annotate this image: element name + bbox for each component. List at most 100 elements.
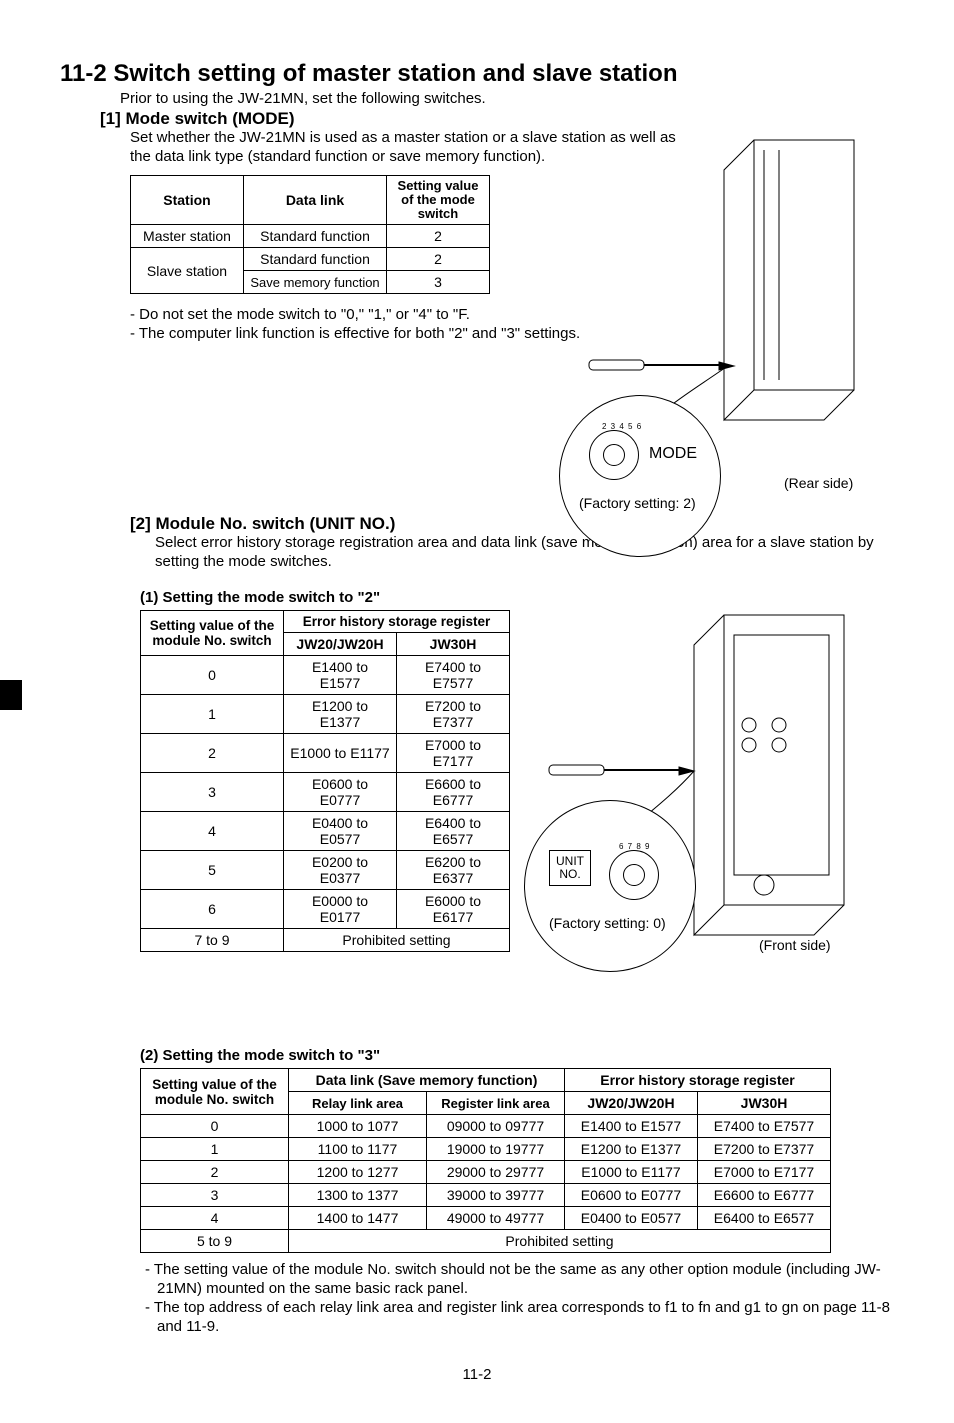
t2-r3c2: E6600 to E6777 bbox=[397, 773, 510, 812]
t3-r3c0: 3 bbox=[141, 1184, 289, 1207]
t1-h1: Station bbox=[131, 175, 244, 225]
t3-r2c2: 29000 to 29777 bbox=[427, 1161, 565, 1184]
t3-h1b: module No. switch bbox=[155, 1092, 274, 1107]
t3-r2c4: E7000 to E7177 bbox=[698, 1161, 831, 1184]
t2-r6c0: 6 bbox=[141, 890, 284, 929]
page-side-tab bbox=[0, 680, 22, 710]
t2-h3: JW30H bbox=[397, 633, 510, 656]
t3-r4c3: E0400 to E0577 bbox=[565, 1207, 698, 1230]
t1-r2c2: 3 bbox=[387, 271, 490, 294]
mode-switch-table: Station Data link Setting value of the m… bbox=[130, 175, 490, 295]
t3-r4c0: 4 bbox=[141, 1207, 289, 1230]
front-side-label: (Front side) bbox=[759, 937, 831, 953]
foot-note-1: - The setting value of the module No. sw… bbox=[145, 1261, 894, 1299]
t2-r1c1: E1200 to E1377 bbox=[284, 695, 397, 734]
front-device-svg bbox=[534, 605, 894, 965]
t3-r4c1: 1400 to 1477 bbox=[289, 1207, 427, 1230]
t3-r3c4: E6600 to E6777 bbox=[698, 1184, 831, 1207]
t3-r3c3: E0600 to E0777 bbox=[565, 1184, 698, 1207]
unit-dial-inner bbox=[623, 864, 645, 886]
t3-r0c0: 0 bbox=[141, 1115, 289, 1138]
t3-r1c3: E1200 to E1377 bbox=[565, 1138, 698, 1161]
t1-r1c1: Standard function bbox=[244, 248, 387, 271]
t2-r5c0: 5 bbox=[141, 851, 284, 890]
t2-r0c1: E1400 to E1577 bbox=[284, 656, 397, 695]
intro-text: Prior to using the JW-21MN, set the foll… bbox=[120, 90, 894, 107]
t1-r0c2: 2 bbox=[387, 225, 490, 248]
unit-label-2: NO. bbox=[559, 867, 580, 881]
t2-r4c0: 4 bbox=[141, 812, 284, 851]
t3-r1c0: 1 bbox=[141, 1138, 289, 1161]
t3-htopB: Error history storage register bbox=[565, 1069, 831, 1092]
t2-r5c1: E0200 to E0377 bbox=[284, 851, 397, 890]
section2-body: Select error history storage registratio… bbox=[155, 534, 894, 572]
mode-factory-label: (Factory setting: 2) bbox=[579, 495, 696, 511]
t2-h1a: Setting value of the bbox=[150, 618, 275, 633]
sub2-title: (2) Setting the mode switch to "3" bbox=[140, 1047, 894, 1064]
section1-body: Set whether the JW-21MN is used as a mas… bbox=[130, 129, 700, 167]
section1-note2-text: - The computer link function is effectiv… bbox=[130, 325, 580, 342]
t3-r0c2: 09000 to 09777 bbox=[427, 1115, 565, 1138]
t2-r2c1: E1000 to E1177 bbox=[284, 734, 397, 773]
t3-h3: Register link area bbox=[427, 1092, 565, 1115]
t3-prohib-key: 5 to 9 bbox=[141, 1230, 289, 1253]
section1-note1: - Do not set the mode switch to "0," "1,… bbox=[130, 306, 894, 325]
t1-r2c1: Save memory function bbox=[244, 271, 387, 294]
t2-r6c2: E6000 to E6177 bbox=[397, 890, 510, 929]
t3-r2c0: 2 bbox=[141, 1161, 289, 1184]
t2-r0c0: 0 bbox=[141, 656, 284, 695]
mode-label: MODE bbox=[649, 445, 697, 463]
t2-r2c0: 2 bbox=[141, 734, 284, 773]
t2-r2c2: E7000 to E7177 bbox=[397, 734, 510, 773]
figure-front-side: UNIT NO. 6 7 8 9 (Factory setting: 0) (F… bbox=[534, 605, 894, 965]
unit-label-1: UNIT bbox=[556, 854, 584, 868]
t3-r3c2: 39000 to 39777 bbox=[427, 1184, 565, 1207]
unit-factory-label: (Factory setting: 0) bbox=[549, 915, 666, 931]
t2-r0c2: E7400 to E7577 bbox=[397, 656, 510, 695]
t3-htopA: Data link (Save memory function) bbox=[289, 1069, 565, 1092]
t2-r4c1: E0400 to E0577 bbox=[284, 812, 397, 851]
mode-dial-inner bbox=[603, 444, 625, 466]
module-switch-table-3: Setting value of the module No. switch D… bbox=[140, 1068, 831, 1253]
t3-h4: JW20/JW20H bbox=[565, 1092, 698, 1115]
t3-r0c3: E1400 to E1577 bbox=[565, 1115, 698, 1138]
t2-h1: Setting value of the module No. switch bbox=[141, 611, 284, 656]
dial-nums-top: 2 3 4 5 6 bbox=[602, 422, 642, 431]
t1-r1c2: 2 bbox=[387, 248, 490, 271]
rear-side-label: (Rear side) bbox=[784, 475, 853, 491]
section1-heading: [1] Mode switch (MODE) bbox=[100, 109, 894, 129]
t3-h5: JW30H bbox=[698, 1092, 831, 1115]
t3-r3c1: 1300 to 1377 bbox=[289, 1184, 427, 1207]
t3-r4c4: E6400 to E6577 bbox=[698, 1207, 831, 1230]
t3-r1c2: 19000 to 19777 bbox=[427, 1138, 565, 1161]
t3-h2: Relay link area bbox=[289, 1092, 427, 1115]
page-title: 11-2 Switch setting of master station an… bbox=[60, 60, 894, 88]
t1-h3: Setting value of the mode switch bbox=[387, 175, 490, 225]
t3-r2c1: 1200 to 1277 bbox=[289, 1161, 427, 1184]
t1-h2: Data link bbox=[244, 175, 387, 225]
unit-dial-outer bbox=[609, 850, 659, 900]
t3-r4c2: 49000 to 49777 bbox=[427, 1207, 565, 1230]
mode-dial-outer bbox=[589, 430, 639, 480]
t3-r1c4: E7200 to E7377 bbox=[698, 1138, 831, 1161]
t1-r0c1: Standard function bbox=[244, 225, 387, 248]
t2-prohib-val: Prohibited setting bbox=[284, 929, 510, 952]
t2-h2: JW20/JW20H bbox=[284, 633, 397, 656]
t2-r4c2: E6400 to E6577 bbox=[397, 812, 510, 851]
unit-dial-nums: 6 7 8 9 bbox=[619, 842, 650, 851]
t2-r1c0: 1 bbox=[141, 695, 284, 734]
t2-h1b: module No. switch bbox=[152, 633, 271, 648]
section1-note2: - The computer link function is effectiv… bbox=[130, 325, 894, 344]
t2-prohib-key: 7 to 9 bbox=[141, 929, 284, 952]
t2-r6c1: E0000 to E0177 bbox=[284, 890, 397, 929]
t3-prohib-val: Prohibited setting bbox=[289, 1230, 831, 1253]
module-switch-table-2: Setting value of the module No. switch E… bbox=[140, 610, 510, 952]
t1-r1c0: Slave station bbox=[131, 248, 244, 294]
t2-r3c1: E0600 to E0777 bbox=[284, 773, 397, 812]
unit-callout-circle bbox=[524, 800, 696, 972]
t3-r0c1: 1000 to 1077 bbox=[289, 1115, 427, 1138]
section2-heading: [2] Module No. switch (UNIT NO.) bbox=[130, 514, 894, 534]
page-number: 11-2 bbox=[60, 1366, 894, 1383]
foot-note-2: - The top address of each relay link are… bbox=[145, 1299, 894, 1337]
t3-h1a: Setting value of the bbox=[152, 1077, 277, 1092]
